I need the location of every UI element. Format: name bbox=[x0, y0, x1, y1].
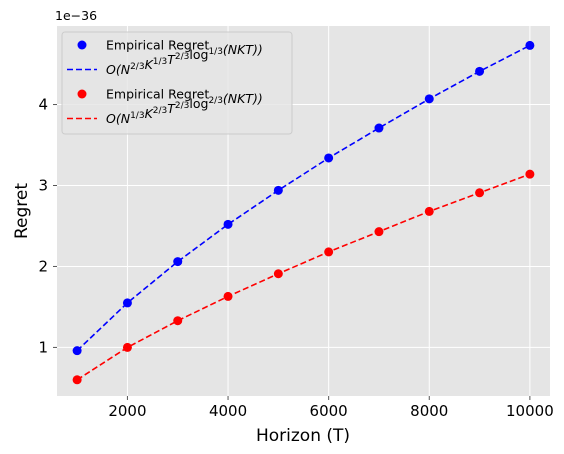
y-axis-label: Regret bbox=[12, 183, 32, 239]
x-ticks: 2000 4000 6000 8000 10000 bbox=[108, 396, 554, 420]
series-2-point-0 bbox=[72, 375, 82, 385]
x-tick-label-2: 6000 bbox=[310, 402, 348, 420]
series-0-point-7 bbox=[424, 94, 434, 104]
legend-label-3: O(N1/3K2/3T2/3log2/3(NKT)) bbox=[106, 91, 263, 126]
legend-marker-2 bbox=[77, 89, 87, 99]
series-2-point-8 bbox=[475, 188, 485, 198]
y-tick-label-0: 1 bbox=[38, 338, 48, 356]
legend: Empirical RegretO(N2/3K1/3T2/3log1/3(NKT… bbox=[61, 31, 293, 135]
x-tick-label-0: 2000 bbox=[108, 402, 146, 420]
series-line-3 bbox=[76, 173, 531, 381]
series-2-point-2 bbox=[173, 316, 183, 326]
series-line-1 bbox=[76, 44, 531, 352]
series-2-point-6 bbox=[374, 227, 384, 237]
series-0-point-3 bbox=[223, 219, 233, 229]
y-offset-label: 1e−36 bbox=[55, 8, 97, 23]
series-0-point-5 bbox=[324, 153, 334, 163]
legend-label-2: Empirical Regret bbox=[106, 87, 209, 102]
y-tick-label-3: 4 bbox=[38, 96, 48, 114]
legend-marker-0 bbox=[77, 40, 87, 50]
series-2-point-7 bbox=[424, 206, 434, 216]
series-0-point-6 bbox=[374, 123, 384, 133]
series-2-point-4 bbox=[273, 269, 283, 279]
series-0-point-0 bbox=[72, 346, 82, 356]
series-0-point-2 bbox=[173, 257, 183, 267]
x-tick-label-1: 4000 bbox=[209, 402, 247, 420]
series-0-point-1 bbox=[122, 298, 132, 308]
y-ticks: 1 2 3 4 bbox=[38, 96, 57, 356]
series-0-point-4 bbox=[273, 185, 283, 195]
series-0-point-8 bbox=[475, 66, 485, 76]
series-group bbox=[72, 40, 535, 385]
legend-box bbox=[61, 31, 293, 135]
series-2-point-1 bbox=[122, 342, 132, 352]
x-axis-label: Horizon (T) bbox=[256, 426, 350, 446]
y-tick-label-1: 2 bbox=[38, 257, 48, 275]
series-2-point-3 bbox=[223, 291, 233, 301]
legend-label-0: Empirical Regret bbox=[106, 38, 209, 53]
x-tick-label-3: 8000 bbox=[410, 402, 448, 420]
x-tick-label-4: 10000 bbox=[506, 402, 554, 420]
series-2-point-5 bbox=[324, 247, 334, 257]
series-2-point-9 bbox=[525, 169, 535, 179]
series-0-point-9 bbox=[525, 40, 535, 50]
legend-label-1: O(N2/3K1/3T2/3log1/3(NKT)) bbox=[106, 42, 263, 77]
y-tick-label-2: 3 bbox=[38, 176, 48, 194]
